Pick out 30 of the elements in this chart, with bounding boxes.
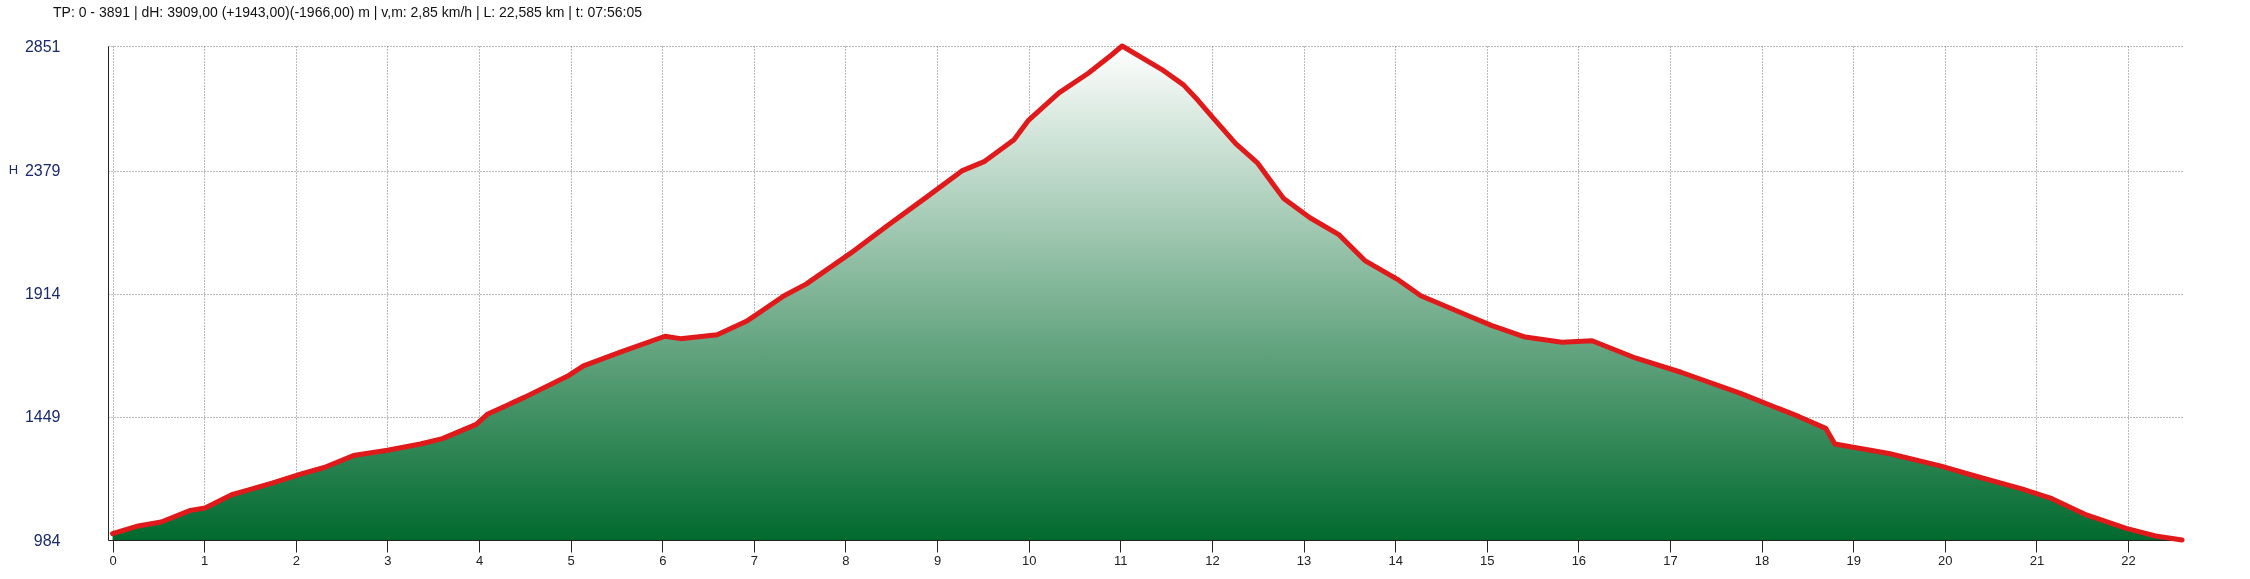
x-tick-label: 15 (1480, 552, 1495, 568)
x-tick-label: 3 (384, 552, 392, 568)
chart-title: TP: 0 - 3891 | dH: 3909,00 (+1943,00)(-1966,00) m | v,m: 2,85 km/h | L: 22,585 km | t: 07:56:05 (53, 4, 643, 20)
x-tick-label: 19 (1846, 552, 1861, 568)
x-tick-label: 21 (2029, 552, 2045, 568)
x-tick-label: 7 (750, 552, 758, 568)
y-tick-label: 2851 (24, 37, 61, 55)
x-tick-label: 18 (1754, 552, 1770, 568)
x-tick-label: 9 (933, 552, 942, 568)
y-tick-label: 1449 (24, 408, 61, 426)
x-tick-label: 17 (1663, 552, 1678, 568)
x-tick-label: 6 (659, 552, 667, 568)
x-tick-label: 12 (1205, 552, 1220, 568)
y-tick-label: 1914 (24, 285, 61, 303)
x-tick-label: 0 (109, 552, 117, 568)
y-tick-label: 984 (33, 531, 61, 549)
x-tick-label: 5 (567, 552, 575, 568)
x-tick-label: 16 (1571, 552, 1587, 568)
x-tick-label: 1 (201, 552, 209, 568)
y-axis-title: H (8, 161, 19, 177)
x-tick-label: 2 (292, 552, 300, 568)
x-tick-label: 13 (1296, 552, 1312, 568)
x-tick-label: 10 (1021, 552, 1037, 568)
x-tick-label: 20 (1938, 552, 1953, 568)
x-tick-label: 11 (1114, 552, 1128, 568)
x-tick-label: 8 (842, 552, 850, 568)
y-tick-label: 2379 (24, 162, 61, 180)
x-tick-label: 4 (475, 552, 484, 568)
x-tick-label: 22 (2121, 552, 2136, 568)
x-tick-label: 14 (1388, 552, 1403, 568)
